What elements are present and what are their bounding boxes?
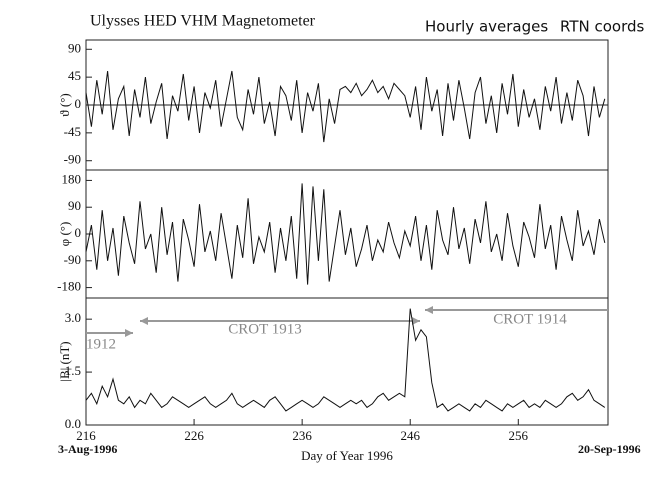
y-tick-label: -45 xyxy=(64,124,81,139)
end-date: 20-Sep-1996 xyxy=(578,442,641,456)
annotation: 1912 xyxy=(86,336,116,352)
x-tick-label: 216 xyxy=(76,428,96,443)
y-tick-label: -180 xyxy=(57,279,81,294)
note: Hourly averages xyxy=(425,18,548,36)
y-tick-label: 90 xyxy=(68,40,81,55)
y-tick-label: -90 xyxy=(64,152,81,167)
data-line xyxy=(85,308,606,412)
y-axis-label: |B| (nT) xyxy=(57,341,72,381)
y-axis-label: ϑ (°) xyxy=(57,93,72,117)
y-tick-label: 0 xyxy=(75,96,82,111)
y-axis-label: φ (°) xyxy=(57,222,72,247)
arrow-head xyxy=(425,306,433,314)
x-axis-label: Day of Year 1996 xyxy=(301,448,393,463)
y-tick-label: 45 xyxy=(68,68,81,83)
y-tick-label: -90 xyxy=(64,252,81,267)
arrow-head xyxy=(125,329,133,337)
y-tick-label: 90 xyxy=(68,198,81,213)
annotations: 1912 CROT 1913 CROT 1914 xyxy=(86,306,608,352)
chart-title: Ulysses HED VHM Magnetometer xyxy=(90,13,316,30)
data-line xyxy=(85,183,606,285)
y-tick-label: 180 xyxy=(62,171,82,186)
x-tick-label: 226 xyxy=(184,428,204,443)
y-tick-label: 3.0 xyxy=(65,310,81,325)
data-line xyxy=(85,70,606,143)
x-tick-label: 256 xyxy=(509,428,529,443)
annotation: CROT 1913 xyxy=(228,321,301,337)
annotation: CROT 1914 xyxy=(493,311,567,327)
y-tick-label: 0.0 xyxy=(65,416,81,431)
x-tick-label: 236 xyxy=(292,428,312,443)
start-date: 3-Aug-1996 xyxy=(58,442,117,456)
note: RTN coords xyxy=(560,18,645,36)
y-tick-label: 1.5 xyxy=(65,363,81,378)
frame xyxy=(85,39,609,426)
x-tick-label: 246 xyxy=(400,428,420,443)
y-tick-label: 0 xyxy=(75,225,82,240)
